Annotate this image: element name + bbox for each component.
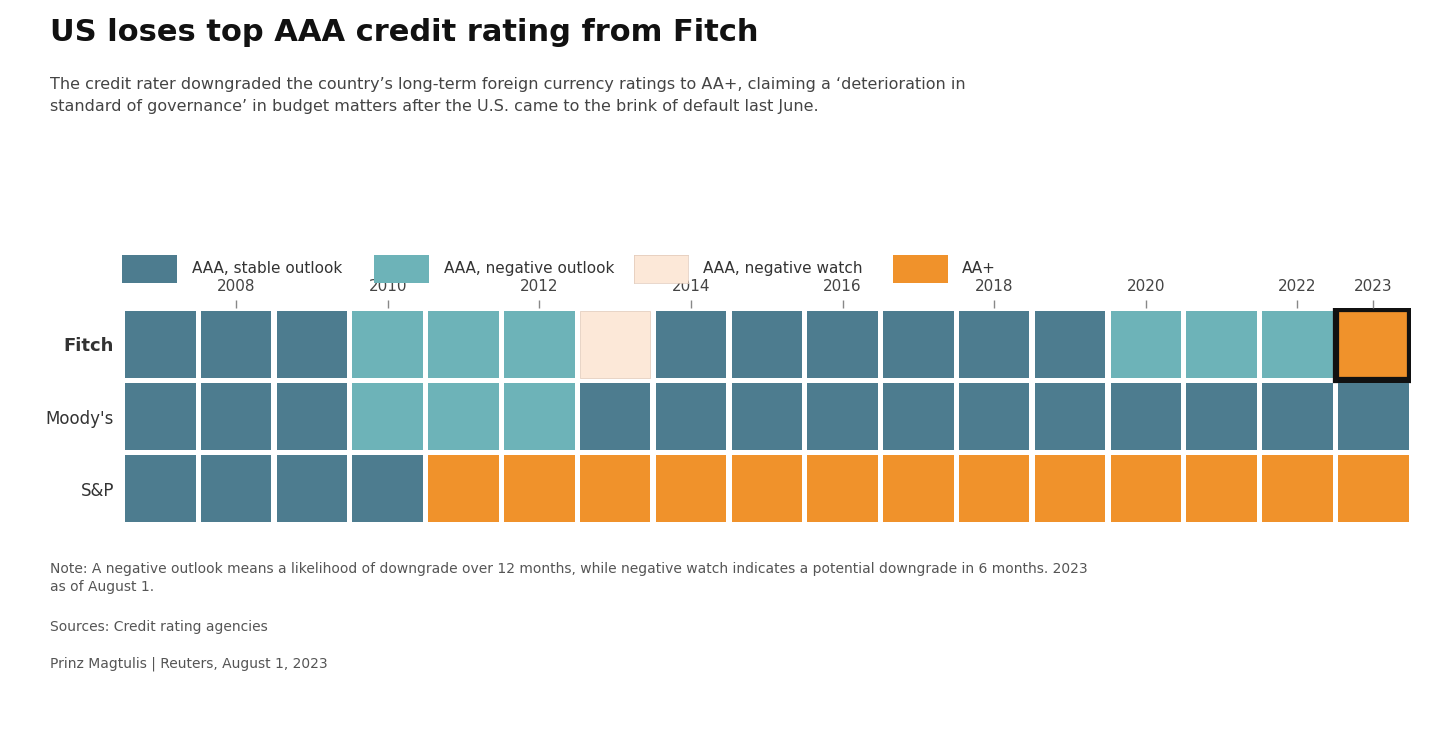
Text: AAA, negative watch: AAA, negative watch — [703, 261, 863, 276]
Bar — [1035, 455, 1106, 523]
Bar — [428, 455, 498, 523]
Bar — [1035, 383, 1106, 450]
Bar — [655, 383, 726, 450]
Bar — [580, 310, 651, 378]
Bar — [504, 310, 575, 378]
Bar — [125, 455, 196, 523]
Text: AAA, negative outlook: AAA, negative outlook — [444, 261, 613, 276]
Bar — [125, 383, 196, 450]
Bar — [1187, 310, 1257, 378]
Bar — [1110, 455, 1181, 523]
Bar — [808, 455, 878, 523]
Bar — [883, 310, 953, 378]
Bar — [959, 310, 1030, 378]
Bar — [276, 310, 347, 378]
Bar — [1338, 383, 1408, 450]
Bar — [883, 455, 953, 523]
Bar — [655, 310, 726, 378]
Bar — [428, 310, 498, 378]
Bar — [200, 455, 271, 523]
Text: The credit rater downgraded the country’s long-term foreign currency ratings to : The credit rater downgraded the country’… — [50, 77, 966, 114]
Bar — [1338, 310, 1408, 378]
Bar — [1263, 383, 1333, 450]
Bar — [1187, 383, 1257, 450]
Bar — [580, 383, 651, 450]
Bar — [1338, 455, 1408, 523]
Bar — [504, 383, 575, 450]
Bar — [1035, 310, 1106, 378]
Bar — [200, 383, 271, 450]
Bar — [1187, 455, 1257, 523]
Bar — [200, 310, 271, 378]
Bar — [125, 310, 196, 378]
Text: US loses top AAA credit rating from Fitch: US loses top AAA credit rating from Fitc… — [50, 18, 759, 48]
Bar — [428, 383, 498, 450]
Text: Note: A negative outlook means a likelihood of downgrade over 12 months, while n: Note: A negative outlook means a likelih… — [50, 562, 1089, 595]
Text: AA+: AA+ — [962, 261, 996, 276]
Bar — [808, 310, 878, 378]
Bar — [1336, 309, 1410, 379]
Bar — [276, 455, 347, 523]
Bar — [1110, 310, 1181, 378]
Text: Sources: Credit rating agencies: Sources: Credit rating agencies — [50, 620, 268, 634]
Bar — [353, 383, 423, 450]
Bar — [353, 310, 423, 378]
Bar — [1110, 383, 1181, 450]
Bar — [732, 310, 802, 378]
Text: AAA, stable outlook: AAA, stable outlook — [192, 261, 341, 276]
Bar — [504, 455, 575, 523]
Bar — [1263, 455, 1333, 523]
Bar — [959, 455, 1030, 523]
Bar — [580, 455, 651, 523]
Bar — [353, 455, 423, 523]
Bar — [732, 455, 802, 523]
Bar — [732, 383, 802, 450]
Bar — [1263, 310, 1333, 378]
Bar — [808, 383, 878, 450]
Bar — [959, 383, 1030, 450]
Bar — [655, 455, 726, 523]
Bar — [276, 383, 347, 450]
Text: Prinz Magtulis | Reuters, August 1, 2023: Prinz Magtulis | Reuters, August 1, 2023 — [50, 657, 328, 672]
Bar — [883, 383, 953, 450]
